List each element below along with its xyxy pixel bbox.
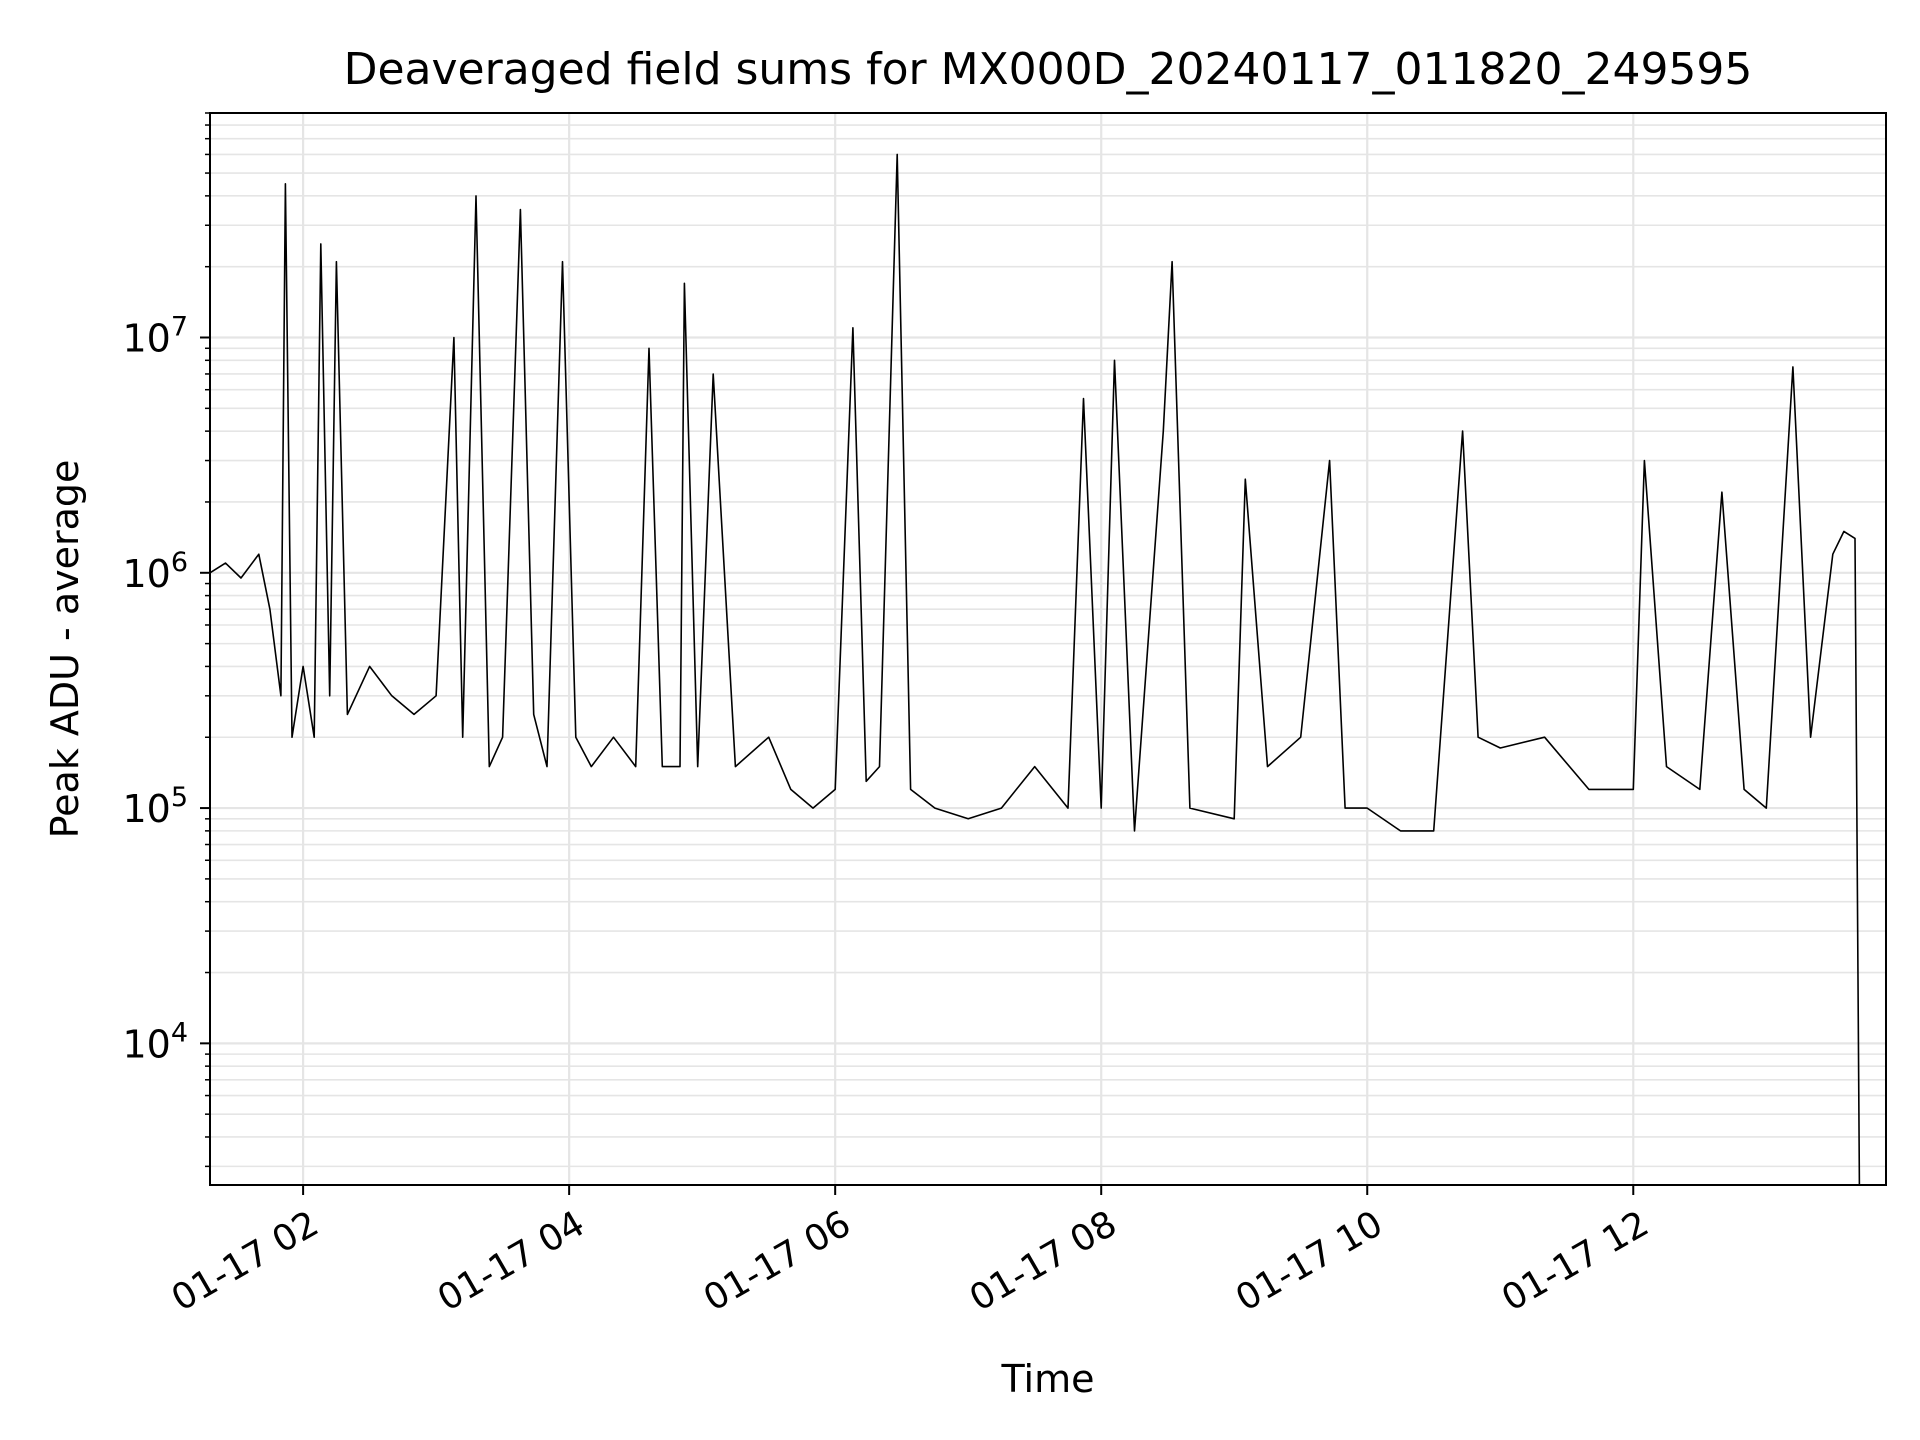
series-line (209, 153, 1861, 1186)
x-tick-label: 01-17 04 (431, 1203, 592, 1319)
grid (210, 112, 1886, 1185)
plot-frame (209, 112, 1887, 1186)
series (209, 153, 1861, 1186)
x-tick-label: 01-17 06 (697, 1203, 858, 1319)
y-axis-label: Peak ADU - average (43, 460, 87, 839)
x-axis: 01-17 02 01-17 04 01-17 06 01-17 08 01-17 10… (165, 1185, 1656, 1320)
y-tick-label: 105 (122, 782, 188, 831)
x-tick-label: 01-17 08 (963, 1203, 1124, 1319)
y-tick-label: 106 (122, 547, 188, 596)
x-tick-label: 01-17 10 (1229, 1203, 1390, 1319)
y-tick-label: 104 (122, 1017, 188, 1066)
x-tick-label: 01-17 02 (165, 1203, 326, 1319)
x-axis-label: Time (1001, 1357, 1095, 1401)
y-axis: 104 105 106 107 (122, 112, 210, 1168)
chart-title: Deaveraged field sums for MX000D_2024011… (344, 44, 1753, 95)
y-tick-label: 107 (122, 312, 188, 361)
x-tick-label: 01-17 12 (1495, 1203, 1656, 1319)
